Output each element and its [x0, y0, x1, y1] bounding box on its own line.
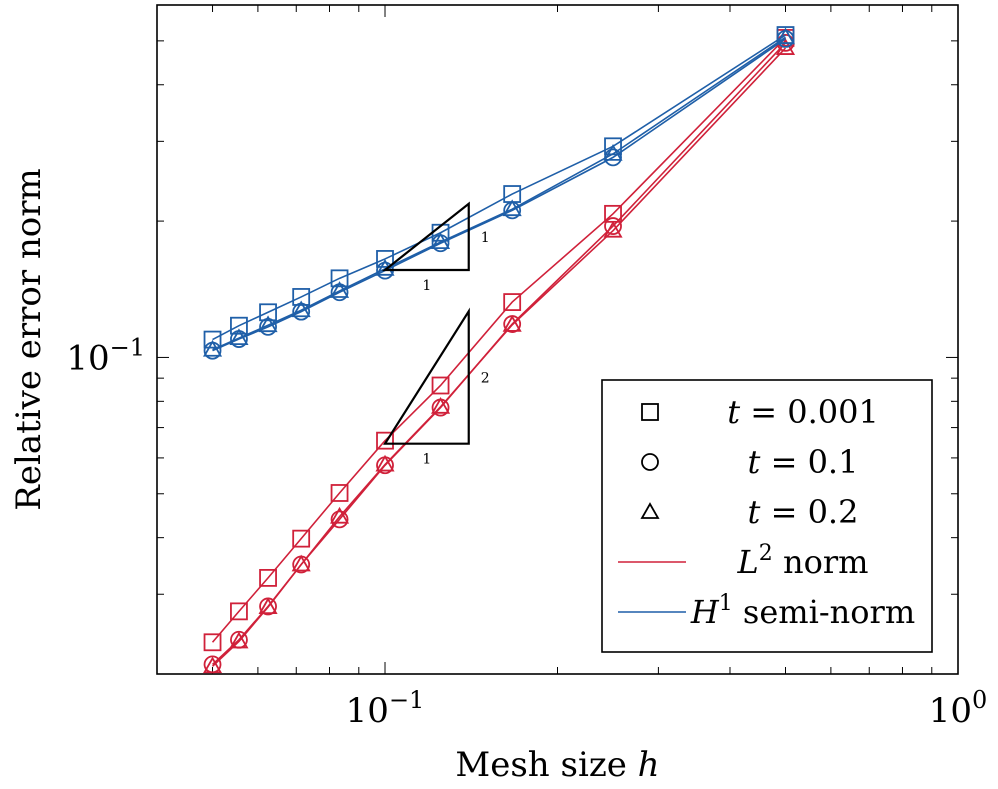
series-line: [212, 38, 786, 352]
series-H1-circle: [203, 30, 795, 360]
legend-label: t = 0.1: [748, 443, 859, 481]
data-point: [604, 217, 622, 235]
legend-marker: [641, 403, 659, 421]
legend-label: t = 0.2: [748, 493, 859, 531]
data-point: [502, 315, 522, 332]
legend-label: L2 norm: [737, 541, 869, 581]
data-point: [292, 529, 311, 548]
data-point: [202, 339, 223, 357]
legend-entry: L2 norm: [618, 541, 868, 581]
data-point: [330, 269, 349, 288]
slope-run-label: 1: [422, 278, 431, 294]
series-line: [211, 47, 787, 667]
data-point: [291, 300, 311, 318]
plot-area: [156, 4, 959, 675]
slope-triangle-shape: [381, 201, 470, 272]
slope-triangle-1: 11: [381, 201, 490, 294]
data-point: [203, 633, 222, 652]
data-point: [259, 303, 277, 322]
axes-labels: 10−1 100 10−1 Mesh size h Relative error nor…: [9, 168, 987, 785]
data-point: [203, 330, 222, 349]
data-point: [258, 597, 278, 615]
series-H1-square: [203, 26, 795, 349]
x-axis-title: Mesh size h: [455, 745, 659, 785]
slope-triangle-2: 12: [383, 307, 490, 468]
legend: t = 0.001 t = 0.1 t = 0.2 L2 norm H1 semi-no…: [601, 379, 933, 653]
data-point: [503, 293, 522, 311]
series-line: [212, 36, 786, 351]
slope-triangle-shape: [383, 307, 470, 445]
slope-run-label: 1: [422, 452, 431, 468]
data-point: [330, 484, 349, 502]
data-point: [229, 328, 249, 346]
data-point: [329, 281, 350, 298]
data-point: [291, 554, 311, 572]
legend-label: H1 semi-norm: [690, 591, 915, 631]
data-point: [329, 506, 350, 524]
data-point: [330, 510, 349, 529]
slope-rise-label: 1: [481, 230, 490, 246]
legend-label: t = 0.001: [727, 393, 879, 431]
data-point: [259, 568, 277, 587]
data-point: [502, 199, 522, 217]
y-tick-label: 10−1: [66, 333, 145, 378]
x-tick-label: 100: [929, 686, 988, 731]
y-axis-title: Relative error norm: [9, 168, 49, 511]
data-point: [292, 288, 311, 306]
data-point: [775, 38, 796, 55]
series-line: [212, 34, 786, 341]
data-point: [376, 431, 394, 450]
legend-entry: t = 0.1: [641, 443, 859, 481]
data-point: [229, 631, 249, 649]
data-point: [603, 144, 623, 161]
legend-marker: [641, 453, 659, 471]
data-point: [202, 656, 223, 674]
series-H1-triangle: [202, 27, 796, 357]
data-point: [430, 232, 451, 250]
legend-entry: t = 0.001: [641, 393, 879, 431]
legend-entry: t = 0.2: [640, 493, 859, 531]
data-point: [603, 220, 623, 238]
data-point: [230, 602, 248, 621]
data-point: [376, 250, 394, 268]
series-line: [211, 37, 787, 643]
legend-marker: [640, 502, 660, 519]
data-point: [775, 27, 796, 45]
data-point: [375, 454, 395, 472]
slope-rise-label: 2: [481, 371, 490, 387]
series-L2-triangle: [202, 38, 796, 674]
x-tick-label: 10−1: [346, 686, 425, 731]
series-layer: [202, 26, 796, 674]
data-point: [258, 315, 278, 333]
legend-entry: H1 semi-norm: [618, 591, 915, 631]
data-point: [230, 316, 248, 335]
data-point: [430, 396, 451, 414]
data-point: [431, 376, 450, 395]
